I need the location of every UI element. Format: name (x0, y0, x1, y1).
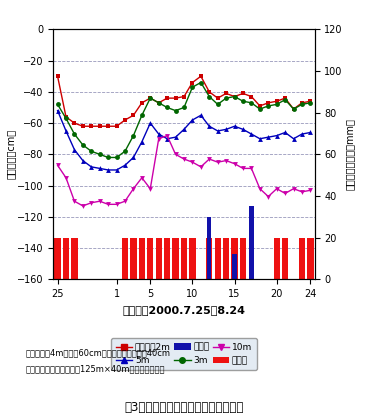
Bar (189, 238, 195, 279)
Bar (164, 238, 170, 279)
Bar (139, 238, 145, 279)
Text: 本暗渠間险4m、深さ60cm水平、弾丸暗渠深さ40cm: 本暗渠間险4m、深さ60cm水平、弾丸暗渠深さ40cm (26, 348, 171, 357)
Bar (54, 238, 61, 279)
Bar (181, 238, 187, 279)
Bar (233, 254, 237, 279)
Bar (122, 238, 128, 279)
Bar (240, 238, 246, 279)
Bar (231, 238, 238, 279)
Bar (299, 238, 305, 279)
Bar (223, 238, 229, 279)
Bar (215, 238, 221, 279)
Y-axis label: 降雨及び給水量（mm）: 降雨及び給水量（mm） (344, 118, 354, 190)
Bar (207, 217, 211, 279)
Text: 図3　暗渠中間地点における地下水位: 図3 暗渠中間地点における地下水位 (124, 401, 244, 414)
Y-axis label: 地下水位（cm）: 地下水位（cm） (6, 129, 15, 179)
Bar (147, 238, 153, 279)
Bar (307, 238, 314, 279)
Bar (206, 238, 212, 279)
Bar (273, 238, 280, 279)
Bar (63, 238, 69, 279)
Bar (282, 238, 288, 279)
X-axis label: 観測期間2000.7.25～8.24: 観測期間2000.7.25～8.24 (123, 304, 245, 315)
Bar (130, 238, 137, 279)
Bar (71, 238, 78, 279)
Legend: 弾丸間陔2m, 5m, 降雨量, 3m, 10m, 給水量: 弾丸間陔2m, 5m, 降雨量, 3m, 10m, 給水量 (111, 338, 257, 370)
Bar (156, 238, 162, 279)
Bar (173, 238, 179, 279)
Bar (249, 206, 254, 279)
Text: 農工研内大区画水田　（125m×40m）　関東ローム: 農工研内大区画水田 （125m×40m） 関東ローム (26, 365, 165, 374)
